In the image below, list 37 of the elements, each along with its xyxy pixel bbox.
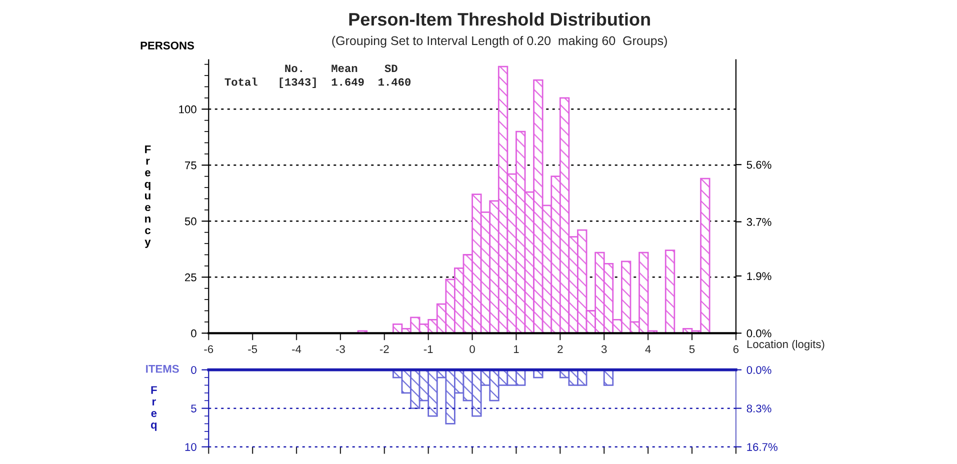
x-tick-label: 6 <box>733 345 739 354</box>
annotation: No. Mean SD <box>285 64 398 72</box>
y-tick-label: 10 <box>185 443 196 451</box>
x-tick-label: 4 <box>645 345 651 354</box>
x-tick-label: -2 <box>380 345 389 354</box>
annotation: Total [1343] 1.649 1.460 <box>224 78 410 88</box>
x-tick-label: 0 <box>470 345 475 354</box>
y-tick-label: 0 <box>191 366 196 374</box>
y-tick-label: 0 <box>191 329 196 338</box>
y-axis-title: Freq <box>150 386 157 431</box>
text: ITEMS <box>146 364 179 373</box>
x-axis-title: Location (logits) <box>747 340 824 350</box>
y-tick-label: 50 <box>184 217 196 226</box>
x-tick-label: 5 <box>689 345 695 354</box>
x-tick-label: -1 <box>424 345 433 354</box>
chart-title: Person-Item Threshold Distribution <box>349 12 650 26</box>
x-tick-label: -4 <box>292 345 302 354</box>
x-tick-label: -5 <box>248 345 258 354</box>
x-tick-label: 1 <box>514 345 519 354</box>
y-tick-label: 5 <box>191 404 196 412</box>
y-tick-label: 25 <box>185 273 196 282</box>
y2-tick-label: 3.7% <box>746 218 772 226</box>
y2-tick-label: 0.0% <box>746 366 772 374</box>
y2-tick-label: 5.6% <box>746 160 772 169</box>
y2-tick-label: 0.0% <box>746 329 772 338</box>
text: Frequency <box>144 145 151 248</box>
y-tick-label: 75 <box>185 162 196 170</box>
text: PERSONS <box>140 42 194 50</box>
chart-subtitle: (Grouping Set to Interval Length of 0.20 making 60 Groups) <box>332 36 667 48</box>
y2-tick-label: 1.9% <box>747 272 772 280</box>
x-tick-label: -6 <box>204 345 214 354</box>
x-tick-label: 3 <box>601 345 607 354</box>
x-tick-label: 2 <box>558 345 563 354</box>
y2-tick-label: 16.7% <box>747 443 778 451</box>
x-tick-label: -3 <box>336 345 345 354</box>
y2-tick-label: 8.3% <box>746 404 772 412</box>
y-tick-label: 100 <box>179 105 196 114</box>
